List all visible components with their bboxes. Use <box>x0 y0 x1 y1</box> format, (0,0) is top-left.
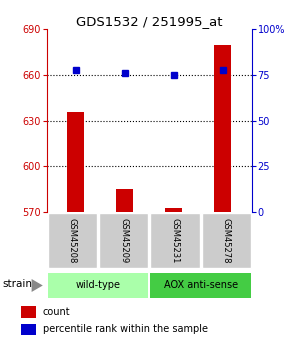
Text: GSM45278: GSM45278 <box>222 218 231 263</box>
Title: GDS1532 / 251995_at: GDS1532 / 251995_at <box>76 15 223 28</box>
Bar <box>47 273 148 298</box>
Text: GSM45231: GSM45231 <box>170 218 179 263</box>
Text: strain: strain <box>2 279 32 289</box>
Bar <box>202 213 251 268</box>
Bar <box>214 45 231 212</box>
Text: AOX anti-sense: AOX anti-sense <box>164 280 238 290</box>
Bar <box>165 208 182 212</box>
Bar <box>20 306 36 318</box>
Bar <box>99 213 148 268</box>
Text: GSM45209: GSM45209 <box>119 218 128 263</box>
Bar <box>47 213 97 268</box>
Text: count: count <box>43 307 70 317</box>
Text: GSM45208: GSM45208 <box>68 218 77 263</box>
Polygon shape <box>32 279 43 292</box>
Bar <box>67 112 84 212</box>
Bar <box>150 273 251 298</box>
Bar <box>20 324 36 335</box>
Bar <box>116 189 133 212</box>
Text: percentile rank within the sample: percentile rank within the sample <box>43 325 208 334</box>
Text: wild-type: wild-type <box>75 280 120 290</box>
Bar <box>150 213 200 268</box>
